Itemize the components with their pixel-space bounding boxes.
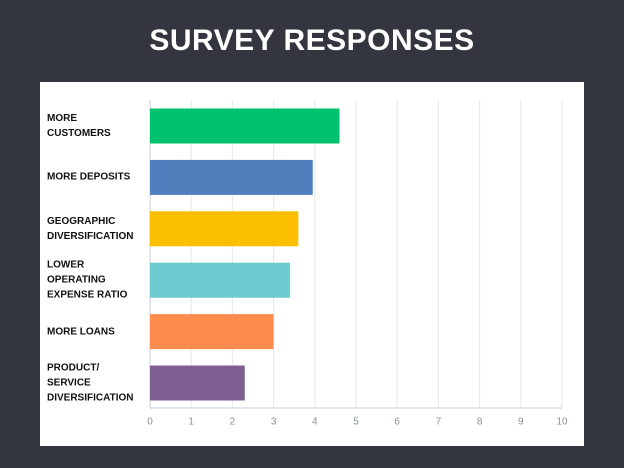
x-tick-label: 5 [353, 417, 359, 428]
x-tick-label: 3 [271, 417, 277, 428]
y-tick-label: PRODUCT/ SERVICE DIVERSIFICATION [47, 362, 134, 404]
y-tick-label: MORE LOANS [47, 326, 115, 338]
x-tick-label: 6 [394, 417, 400, 428]
chart-title: SURVEY RESPONSES [149, 24, 475, 57]
bar [150, 262, 291, 298]
bar [150, 365, 245, 401]
x-tick-label: 2 [230, 417, 236, 428]
bar [150, 211, 299, 247]
x-tick-label: 9 [518, 417, 524, 428]
x-tick-label: 0 [147, 417, 153, 428]
bar [150, 159, 313, 195]
y-tick-label: MORE CUSTOMERS [47, 113, 111, 139]
y-tick-label: LOWER OPERATING EXPENSE RATIO [47, 259, 128, 301]
x-tick-label: 4 [312, 417, 318, 428]
y-tick-label: GEOGRAPHIC DIVERSIFICATION [47, 215, 134, 242]
x-tick-label: 8 [477, 417, 483, 428]
y-tick-label: MORE DEPOSITS [47, 171, 131, 183]
x-tick-label: 10 [556, 417, 568, 428]
bar [150, 108, 340, 144]
x-tick-label: 1 [188, 417, 194, 428]
x-tick-label: 7 [436, 417, 442, 428]
bar [150, 314, 274, 350]
